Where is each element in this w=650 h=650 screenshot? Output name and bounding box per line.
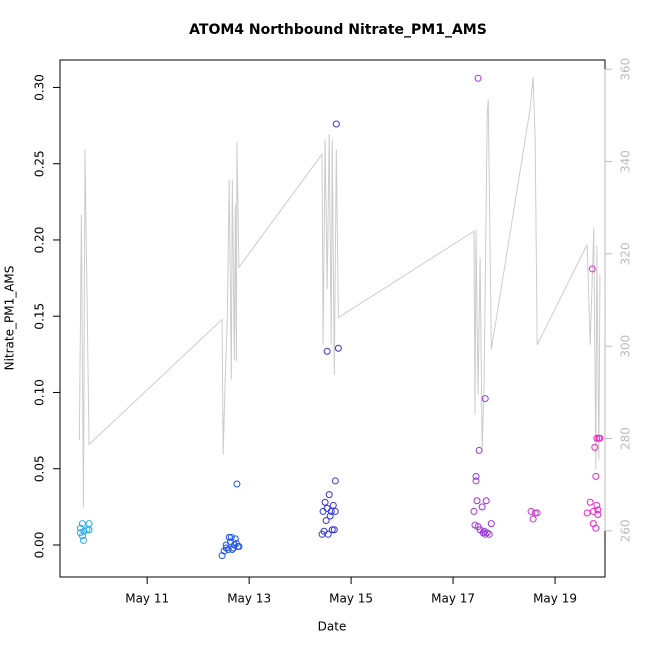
point (481, 395, 489, 403)
point (593, 501, 601, 509)
y2-tick-label: 260 (619, 519, 633, 542)
y-tick-label: 0.00 (33, 532, 47, 559)
point (227, 533, 235, 541)
point (78, 520, 86, 528)
point (482, 497, 490, 505)
y-tick-label: 0.15 (33, 303, 47, 330)
x-tick-label: May 17 (431, 592, 475, 606)
point (224, 546, 232, 554)
point (596, 434, 604, 442)
y-tick-label: 0.25 (33, 150, 47, 177)
point (474, 74, 482, 82)
point (473, 497, 481, 505)
y-tick-label: 0.30 (33, 74, 47, 101)
y-axis-label: Nitrate_PM1_AMS (3, 266, 17, 371)
point (588, 265, 596, 273)
point (586, 498, 594, 506)
y-tick-label: 0.10 (33, 379, 47, 406)
point (228, 546, 236, 554)
y-tick-label: 0.05 (33, 455, 47, 482)
point (325, 491, 333, 499)
y2-tick-label: 300 (619, 335, 633, 358)
point (323, 504, 331, 512)
point (85, 526, 93, 534)
point (323, 347, 331, 355)
point (231, 535, 239, 543)
point (326, 512, 334, 520)
point (478, 503, 486, 511)
chart-title: ATOM4 Northbound Nitrate_PM1_AMS (189, 22, 487, 38)
point (592, 524, 600, 532)
point (594, 510, 602, 518)
plot-frame (59, 59, 606, 578)
point (531, 509, 539, 517)
point (591, 443, 599, 451)
point (331, 507, 339, 515)
y-tick-label: 0.20 (32, 227, 46, 254)
x-tick-label: May 13 (227, 592, 271, 606)
x-tick-label: May 15 (329, 592, 373, 606)
point (218, 552, 226, 560)
point (485, 530, 493, 538)
point (481, 530, 489, 538)
point (235, 542, 243, 550)
y2-tick-label: 280 (619, 427, 633, 450)
point (472, 477, 480, 485)
point (85, 520, 93, 528)
point (321, 498, 329, 506)
point (76, 529, 84, 537)
point (331, 477, 339, 485)
point (472, 472, 480, 480)
point (533, 509, 541, 517)
point (475, 446, 483, 454)
point (83, 526, 91, 534)
x-tick-label: May 11 (125, 592, 169, 606)
point (322, 517, 330, 525)
y2-tick-label: 360 (619, 58, 633, 81)
point (470, 507, 478, 515)
point (334, 344, 342, 352)
point (592, 472, 600, 480)
point (327, 507, 335, 515)
point (330, 526, 338, 534)
point (487, 520, 495, 528)
point (332, 120, 340, 128)
point (79, 536, 87, 544)
line (78, 77, 601, 508)
point (480, 527, 488, 535)
point (328, 526, 336, 534)
y2-tick-label: 340 (619, 150, 633, 173)
point (594, 506, 602, 514)
y2-tick-label: 320 (619, 242, 633, 265)
x-tick-label: May 19 (533, 592, 577, 606)
point (583, 509, 591, 517)
point (318, 530, 326, 538)
point (593, 434, 601, 442)
point (527, 507, 535, 515)
point (329, 501, 337, 509)
point (233, 480, 241, 488)
x-axis-label: Date (318, 620, 347, 634)
point (319, 507, 327, 515)
point (529, 515, 537, 523)
